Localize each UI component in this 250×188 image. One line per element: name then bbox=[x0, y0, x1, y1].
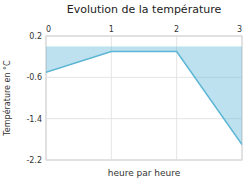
grid-line bbox=[46, 118, 242, 119]
title: Evolution de la température bbox=[67, 3, 222, 16]
grid-line bbox=[46, 36, 242, 37]
tick-label: 1 bbox=[109, 25, 114, 34]
line bbox=[46, 52, 242, 145]
chart: Evolution de la température 0.2 -0.6 -1.4 -2… bbox=[0, 0, 250, 188]
tick-label: -0.6 bbox=[26, 73, 42, 82]
tick-label: -2.2 bbox=[26, 156, 42, 165]
tick-label: 3 bbox=[237, 25, 242, 34]
grid-line bbox=[176, 36, 177, 160]
plot-area bbox=[46, 46, 242, 144]
area-group bbox=[46, 46, 242, 144]
tick-label: 2 bbox=[174, 25, 179, 34]
tick-label: 0.2 bbox=[29, 32, 42, 41]
grid-line bbox=[46, 160, 242, 161]
grid-line bbox=[111, 36, 112, 160]
tick-label: 0 bbox=[46, 25, 51, 34]
y-axis-label: Température en °C bbox=[2, 60, 12, 137]
tick-label: -1.4 bbox=[26, 115, 42, 124]
x-axis-label: heure par heure bbox=[108, 168, 181, 178]
chart-container: Evolution de la température 0.2 -0.6 -1.4 -2… bbox=[0, 0, 250, 188]
plot-frame bbox=[46, 36, 242, 160]
area bbox=[46, 46, 242, 144]
